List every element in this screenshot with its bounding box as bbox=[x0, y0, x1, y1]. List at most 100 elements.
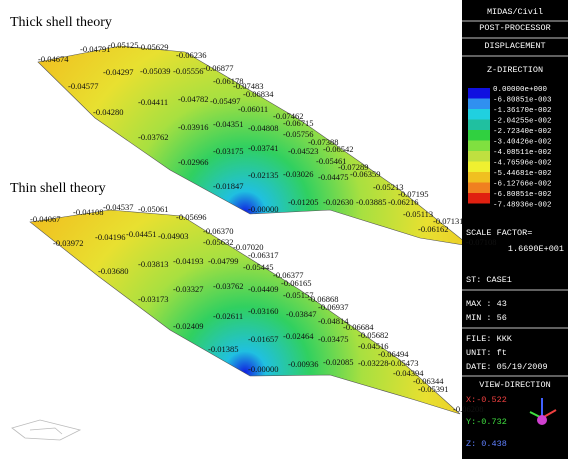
min: MIN : 56 bbox=[466, 313, 507, 323]
thin-node-label: -0.04108 bbox=[73, 207, 103, 217]
thick-node-label: -0.06162 bbox=[418, 224, 448, 234]
thin-node-label: -0.06370 bbox=[203, 226, 233, 236]
result: DISPLACEMENT bbox=[484, 41, 545, 51]
thick-node-label: -0.06011 bbox=[238, 104, 268, 114]
thick-node-label: -0.06877 bbox=[203, 63, 233, 73]
thin-node-label: -0.04409 bbox=[248, 284, 278, 294]
legend-swatch bbox=[468, 141, 490, 152]
screenshot: Thick shell theory Thin shell theory MID… bbox=[0, 0, 568, 459]
thick-node-label: -0.04782 bbox=[178, 94, 208, 104]
thick-node-label: -0.03026 bbox=[283, 169, 313, 179]
thick-node-label: -0.04674 bbox=[38, 54, 69, 64]
view-z: Z: 0.438 bbox=[466, 439, 507, 449]
thick-node-label: -0.06236 bbox=[176, 50, 206, 60]
legend-label: -1.36170e-002 bbox=[493, 107, 552, 115]
thin-node-label: -0.05632 bbox=[203, 237, 233, 247]
thick-node-label: -0.05629 bbox=[138, 42, 168, 52]
thick-node-label: -0.00000 bbox=[248, 204, 278, 214]
legend-label: 0.00000e+000 bbox=[493, 86, 548, 94]
thick-node-label: -0.04808 bbox=[248, 123, 278, 133]
view-icon bbox=[12, 420, 80, 440]
thin-node-label: -0.03680 bbox=[98, 266, 128, 276]
thick-node-label: -0.03175 bbox=[213, 146, 243, 156]
unit: UNIT: ft bbox=[466, 348, 507, 358]
legend-swatch bbox=[468, 162, 490, 173]
legend-swatch bbox=[468, 99, 490, 110]
thin-node-label: -0.05473 bbox=[388, 358, 418, 368]
thick-node-label: -0.05113 bbox=[403, 209, 433, 219]
thin-node-label: -0.03475 bbox=[318, 334, 348, 344]
thick-node-label: -0.04475 bbox=[318, 172, 348, 182]
legend-label: -5.44681e-002 bbox=[493, 170, 552, 178]
thin-node-label: -0.05682 bbox=[358, 330, 388, 340]
thick-node-label: -0.06834 bbox=[243, 89, 274, 99]
thick-node-label: -0.05497 bbox=[210, 96, 240, 106]
thick-node-label: -0.03762 bbox=[138, 132, 168, 142]
legend-label: -6.80851e-003 bbox=[493, 97, 552, 105]
thin-node-label: -0.03173 bbox=[138, 294, 168, 304]
thin-node-label: -0.04537 bbox=[103, 202, 133, 212]
thin-node-label: -0.05696 bbox=[176, 212, 206, 222]
thin-node-label: -0.05061 bbox=[138, 204, 168, 214]
thick-node-label: -0.02630 bbox=[323, 197, 353, 207]
thick-node-label: -0.04297 bbox=[103, 67, 133, 77]
legend-label: -2.72340e-002 bbox=[493, 128, 552, 136]
thick-node-label: -0.06715 bbox=[283, 118, 313, 128]
thin-node-label: -0.00936 bbox=[288, 359, 318, 369]
thick-title: Thick shell theory bbox=[10, 15, 112, 30]
thick-node-label: -0.04523 bbox=[288, 146, 318, 156]
thin-node-label: -0.02464 bbox=[283, 331, 314, 341]
thin-node-label: -0.04799 bbox=[208, 256, 238, 266]
legend-swatch bbox=[468, 172, 490, 183]
thick-node-label: -0.02135 bbox=[248, 170, 278, 180]
thin-node-label: -0.06208 bbox=[453, 404, 483, 414]
legend-label: -7.48936e-002 bbox=[493, 202, 552, 210]
thick-node-label: -0.06359 bbox=[350, 169, 380, 179]
legend-label: -6.12766e-002 bbox=[493, 181, 552, 189]
thin-node-label: -0.03327 bbox=[173, 284, 203, 294]
thick-node-label: -0.05039 bbox=[140, 66, 170, 76]
legend-label: -4.76596e-002 bbox=[493, 160, 552, 168]
thin-node-label: -0.06317 bbox=[248, 250, 278, 260]
legend-label: -6.80851e-002 bbox=[493, 191, 552, 199]
thin-node-label: -0.03160 bbox=[248, 306, 278, 316]
file: FILE: KKK bbox=[466, 334, 513, 344]
thin-node-label: -0.04451 bbox=[126, 229, 156, 239]
thin-node-label: -0.04903 bbox=[158, 231, 188, 241]
thin-node-label: -0.05445 bbox=[243, 262, 273, 272]
thin-node-label: -0.05391 bbox=[418, 384, 448, 394]
legend-swatch bbox=[468, 120, 490, 131]
thick-node-label: -0.02966 bbox=[178, 157, 208, 167]
thin-title: Thin shell theory bbox=[10, 181, 106, 196]
legend-label: -2.04255e-002 bbox=[493, 118, 552, 126]
thin-node-label: -0.02611 bbox=[213, 311, 243, 321]
thin-node-label: -0.01385 bbox=[208, 344, 238, 354]
thick-node-label: -0.05556 bbox=[173, 66, 203, 76]
thick-node-label: -0.03885 bbox=[356, 197, 386, 207]
legend-label: -4.08511e-002 bbox=[493, 149, 552, 157]
thin-node-label: -0.00000 bbox=[248, 364, 278, 374]
legend-swatch bbox=[468, 130, 490, 141]
date: DATE: 05/19/2009 bbox=[466, 362, 548, 372]
legend-swatch bbox=[468, 88, 490, 99]
thin-node-label: -0.04196 bbox=[95, 232, 125, 242]
legend-swatch bbox=[468, 109, 490, 120]
thin-node-label: -0.03813 bbox=[138, 259, 168, 269]
thin-node-label: -0.01657 bbox=[248, 334, 278, 344]
module: POST-PROCESSOR bbox=[479, 23, 550, 33]
thin-node-label: -0.04193 bbox=[173, 256, 203, 266]
thin-node-label: -0.03972 bbox=[53, 238, 83, 248]
thick-node-label: -0.05125 bbox=[108, 40, 138, 50]
component: Z-DIRECTION bbox=[487, 65, 543, 75]
thick-node-label: -0.06216 bbox=[388, 197, 418, 207]
thin-node-label: -0.06165 bbox=[281, 278, 311, 288]
thin-node-label: -0.04067 bbox=[30, 214, 60, 224]
view-title: VIEW-DIRECTION bbox=[479, 380, 550, 390]
thick-node-label: -0.04411 bbox=[138, 97, 168, 107]
thin-node-label: -0.02085 bbox=[323, 357, 353, 367]
thick-node-label: -0.04791 bbox=[80, 44, 110, 54]
thick-node-label: -0.03741 bbox=[248, 143, 278, 153]
legend-label: -3.40426e-002 bbox=[493, 139, 552, 147]
thick-node-label: -0.06542 bbox=[323, 144, 353, 154]
thick-node-label: -0.01847 bbox=[213, 181, 243, 191]
